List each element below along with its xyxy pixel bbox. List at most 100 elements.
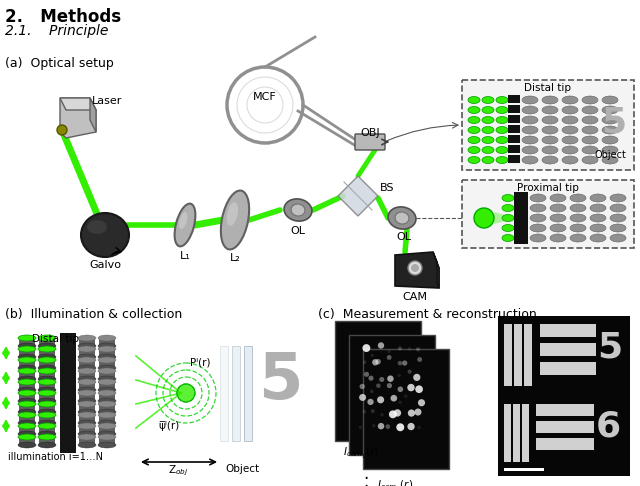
Bar xyxy=(508,125,520,133)
Ellipse shape xyxy=(542,126,558,134)
Ellipse shape xyxy=(602,146,618,154)
Ellipse shape xyxy=(78,346,96,352)
Ellipse shape xyxy=(18,376,36,382)
Text: L₂: L₂ xyxy=(230,253,241,263)
Ellipse shape xyxy=(542,156,558,164)
Ellipse shape xyxy=(530,194,546,202)
Ellipse shape xyxy=(542,96,558,104)
Circle shape xyxy=(417,357,422,362)
Ellipse shape xyxy=(602,116,618,124)
Ellipse shape xyxy=(78,401,96,407)
Ellipse shape xyxy=(570,214,586,222)
Circle shape xyxy=(376,359,381,364)
Bar xyxy=(39,349,55,357)
Ellipse shape xyxy=(98,354,116,360)
Ellipse shape xyxy=(179,212,188,229)
Ellipse shape xyxy=(482,97,494,104)
Bar xyxy=(99,338,115,346)
Circle shape xyxy=(377,396,384,403)
Bar xyxy=(19,382,35,390)
Bar xyxy=(540,343,596,356)
Circle shape xyxy=(397,374,401,377)
FancyBboxPatch shape xyxy=(363,349,449,469)
Circle shape xyxy=(394,409,401,417)
Ellipse shape xyxy=(18,442,36,448)
Bar xyxy=(508,135,520,143)
Ellipse shape xyxy=(38,376,56,382)
Circle shape xyxy=(57,125,67,135)
Ellipse shape xyxy=(496,146,508,154)
Ellipse shape xyxy=(570,204,586,212)
Ellipse shape xyxy=(18,412,36,418)
Circle shape xyxy=(407,384,415,391)
Text: MCF: MCF xyxy=(253,92,277,102)
Text: L₁: L₁ xyxy=(180,251,190,261)
Circle shape xyxy=(387,376,394,382)
Bar xyxy=(244,346,252,441)
Text: Laser: Laser xyxy=(92,96,122,106)
Bar xyxy=(39,382,55,390)
Ellipse shape xyxy=(38,379,56,385)
Ellipse shape xyxy=(582,146,598,154)
Circle shape xyxy=(404,395,408,398)
Circle shape xyxy=(397,361,402,365)
Text: Proximal tip: Proximal tip xyxy=(517,183,579,193)
Ellipse shape xyxy=(582,156,598,164)
Circle shape xyxy=(418,399,425,406)
Circle shape xyxy=(376,383,381,388)
Ellipse shape xyxy=(18,431,36,437)
Ellipse shape xyxy=(610,204,626,212)
Ellipse shape xyxy=(78,442,96,448)
Bar xyxy=(514,324,522,386)
Ellipse shape xyxy=(550,194,566,202)
Ellipse shape xyxy=(78,387,96,393)
Ellipse shape xyxy=(468,137,480,143)
Ellipse shape xyxy=(582,116,598,124)
Ellipse shape xyxy=(522,96,538,104)
Circle shape xyxy=(413,374,420,381)
Ellipse shape xyxy=(482,146,494,154)
Ellipse shape xyxy=(590,224,606,232)
Circle shape xyxy=(378,423,384,430)
Bar xyxy=(508,145,520,153)
Ellipse shape xyxy=(502,194,514,202)
Ellipse shape xyxy=(98,434,116,440)
Ellipse shape xyxy=(18,398,36,404)
Ellipse shape xyxy=(78,343,96,349)
Text: 5: 5 xyxy=(597,330,623,364)
Ellipse shape xyxy=(602,136,618,144)
Text: illumination i=1…N: illumination i=1…N xyxy=(8,452,104,462)
Ellipse shape xyxy=(18,434,36,440)
Bar xyxy=(39,393,55,401)
Ellipse shape xyxy=(38,387,56,393)
Ellipse shape xyxy=(38,354,56,360)
Ellipse shape xyxy=(468,146,480,154)
Circle shape xyxy=(371,409,374,413)
Text: OL: OL xyxy=(397,232,412,242)
Circle shape xyxy=(415,385,423,393)
Text: Distal tip: Distal tip xyxy=(525,83,572,93)
Ellipse shape xyxy=(550,234,566,242)
FancyBboxPatch shape xyxy=(349,335,435,455)
Ellipse shape xyxy=(468,97,480,104)
Bar xyxy=(79,371,95,379)
Text: .: . xyxy=(363,473,368,486)
Ellipse shape xyxy=(78,368,96,374)
Ellipse shape xyxy=(496,137,508,143)
Polygon shape xyxy=(90,98,96,132)
Bar xyxy=(19,393,35,401)
Bar xyxy=(508,155,520,163)
Circle shape xyxy=(380,413,384,417)
Ellipse shape xyxy=(550,204,566,212)
Bar xyxy=(79,349,95,357)
Ellipse shape xyxy=(18,357,36,363)
Ellipse shape xyxy=(570,194,586,202)
Ellipse shape xyxy=(98,335,116,341)
Bar xyxy=(99,382,115,390)
Text: Z$_{obj}$: Z$_{obj}$ xyxy=(168,464,188,478)
Circle shape xyxy=(398,347,402,350)
Ellipse shape xyxy=(590,234,606,242)
Ellipse shape xyxy=(582,96,598,104)
Circle shape xyxy=(408,347,412,350)
Ellipse shape xyxy=(78,412,96,418)
